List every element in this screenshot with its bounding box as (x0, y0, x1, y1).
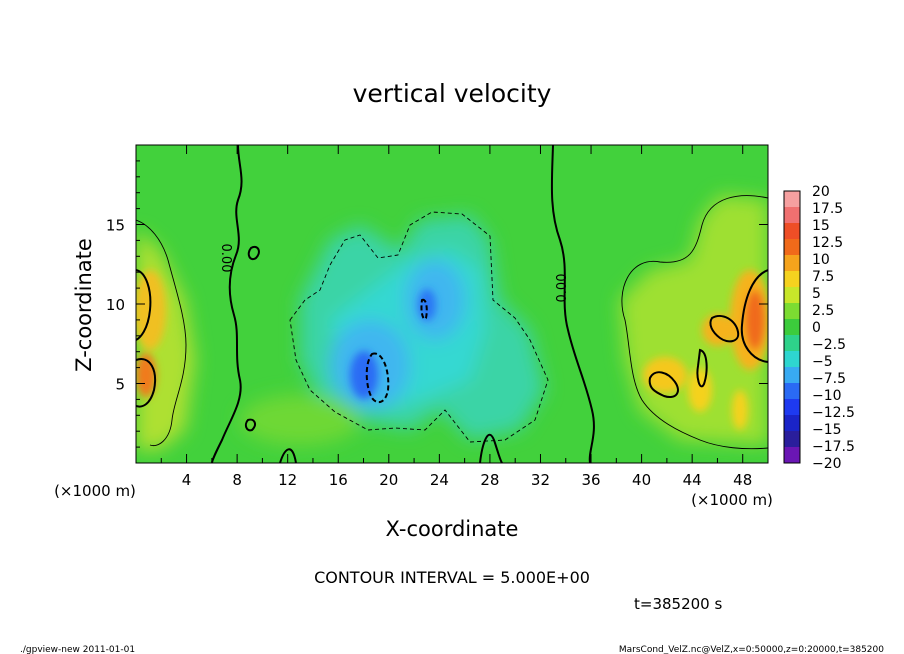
strong-negative-contours (365, 298, 428, 404)
colorbar-swatch (784, 303, 800, 320)
y-axis-label: Z-coordinate (72, 238, 96, 372)
x-axis: 4 8 12 16 20 24 28 32 36 40 44 48 (160, 145, 752, 489)
chart-title: vertical velocity (353, 79, 552, 108)
colorbar-frame (783, 190, 801, 464)
x-tick-label: 8 (232, 471, 242, 489)
negative-contours (289, 211, 549, 443)
colorbar-label: 0 (812, 320, 821, 336)
colorbar-label: 20 (812, 184, 830, 200)
colorbar-swatch (784, 239, 800, 256)
strong-contours (136, 269, 768, 408)
program-info: ./gpview-new 2011-01-01 (20, 645, 135, 654)
colorbar-swatch (784, 255, 800, 272)
colorbar-label: −5 (812, 354, 833, 370)
colorbar-label: 15 (812, 218, 830, 234)
colorbar-label: 7.5 (812, 269, 834, 285)
x-tick-label: 32 (531, 471, 550, 489)
colorbar-swatch (784, 415, 800, 432)
colorbar-swatch (784, 319, 800, 336)
x-tick-label: 4 (182, 471, 192, 489)
colorbar-label: 2.5 (812, 303, 834, 319)
colorbar-swatch (784, 367, 800, 384)
colorbar-swatch (784, 223, 800, 240)
contour-label-right: 0.00 (555, 274, 570, 303)
x-tick-label: 44 (683, 471, 702, 489)
source-info: MarsCond_VelZ.nc@VelZ,x=0:50000,z=0:2000… (619, 645, 884, 654)
colorbar-swatch (784, 447, 800, 464)
time-stamp: t=385200 s (634, 595, 722, 613)
colorbar-label: −10 (812, 388, 842, 404)
x-tick-label: 24 (430, 471, 449, 489)
colorbar-label: −17.5 (812, 439, 855, 455)
colorbar-swatch (784, 351, 800, 368)
colorbar-swatch (784, 207, 800, 224)
colorbar-swatch (784, 399, 800, 416)
colorbar-swatch (784, 287, 800, 304)
colorbar-swatch (784, 271, 800, 288)
colorbar-label: −20 (812, 456, 842, 472)
colorbar-swatch (784, 191, 800, 208)
x-tick-label: 12 (278, 471, 297, 489)
colorbar: 2017.51512.5107.552.50−2.5−5−7.5−10−12.5… (783, 184, 855, 472)
zero-contours (211, 145, 595, 463)
x-tick-label: 16 (329, 471, 348, 489)
x-tick-label: 20 (379, 471, 398, 489)
colorbar-swatch (784, 335, 800, 352)
x-tick-label: 28 (480, 471, 499, 489)
colorbar-label: −2.5 (812, 337, 846, 353)
contour-label-left: 0.00 (218, 244, 233, 273)
colorbar-label: 10 (812, 252, 830, 268)
plot-field: 0.00 0.00 (136, 145, 768, 463)
contour-interval: CONTOUR INTERVAL = 5.000E+00 (314, 568, 590, 587)
x-unit-label: (×1000 m) (691, 491, 773, 509)
y-tick-label: 5 (115, 376, 125, 394)
colorbar-label: 17.5 (812, 201, 843, 217)
positive-contours (136, 195, 768, 450)
colorbar-label: 5 (812, 286, 821, 302)
y-unit-label: (×1000 m) (54, 482, 136, 500)
colorbar-label: 12.5 (812, 235, 843, 251)
y-tick-label: 15 (106, 217, 125, 235)
x-tick-label: 40 (632, 471, 651, 489)
y-tick-label: 10 (106, 296, 125, 314)
y-axis: 5 10 15 (106, 160, 768, 448)
colorbar-label: −15 (812, 422, 842, 438)
x-tick-label: 48 (733, 471, 752, 489)
colorbar-label: −7.5 (812, 371, 846, 387)
x-axis-label: X-coordinate (386, 517, 519, 541)
colorbar-swatch (784, 383, 800, 400)
colorbar-label: −12.5 (812, 405, 855, 421)
x-tick-label: 36 (581, 471, 600, 489)
colorbar-swatch (784, 431, 800, 448)
